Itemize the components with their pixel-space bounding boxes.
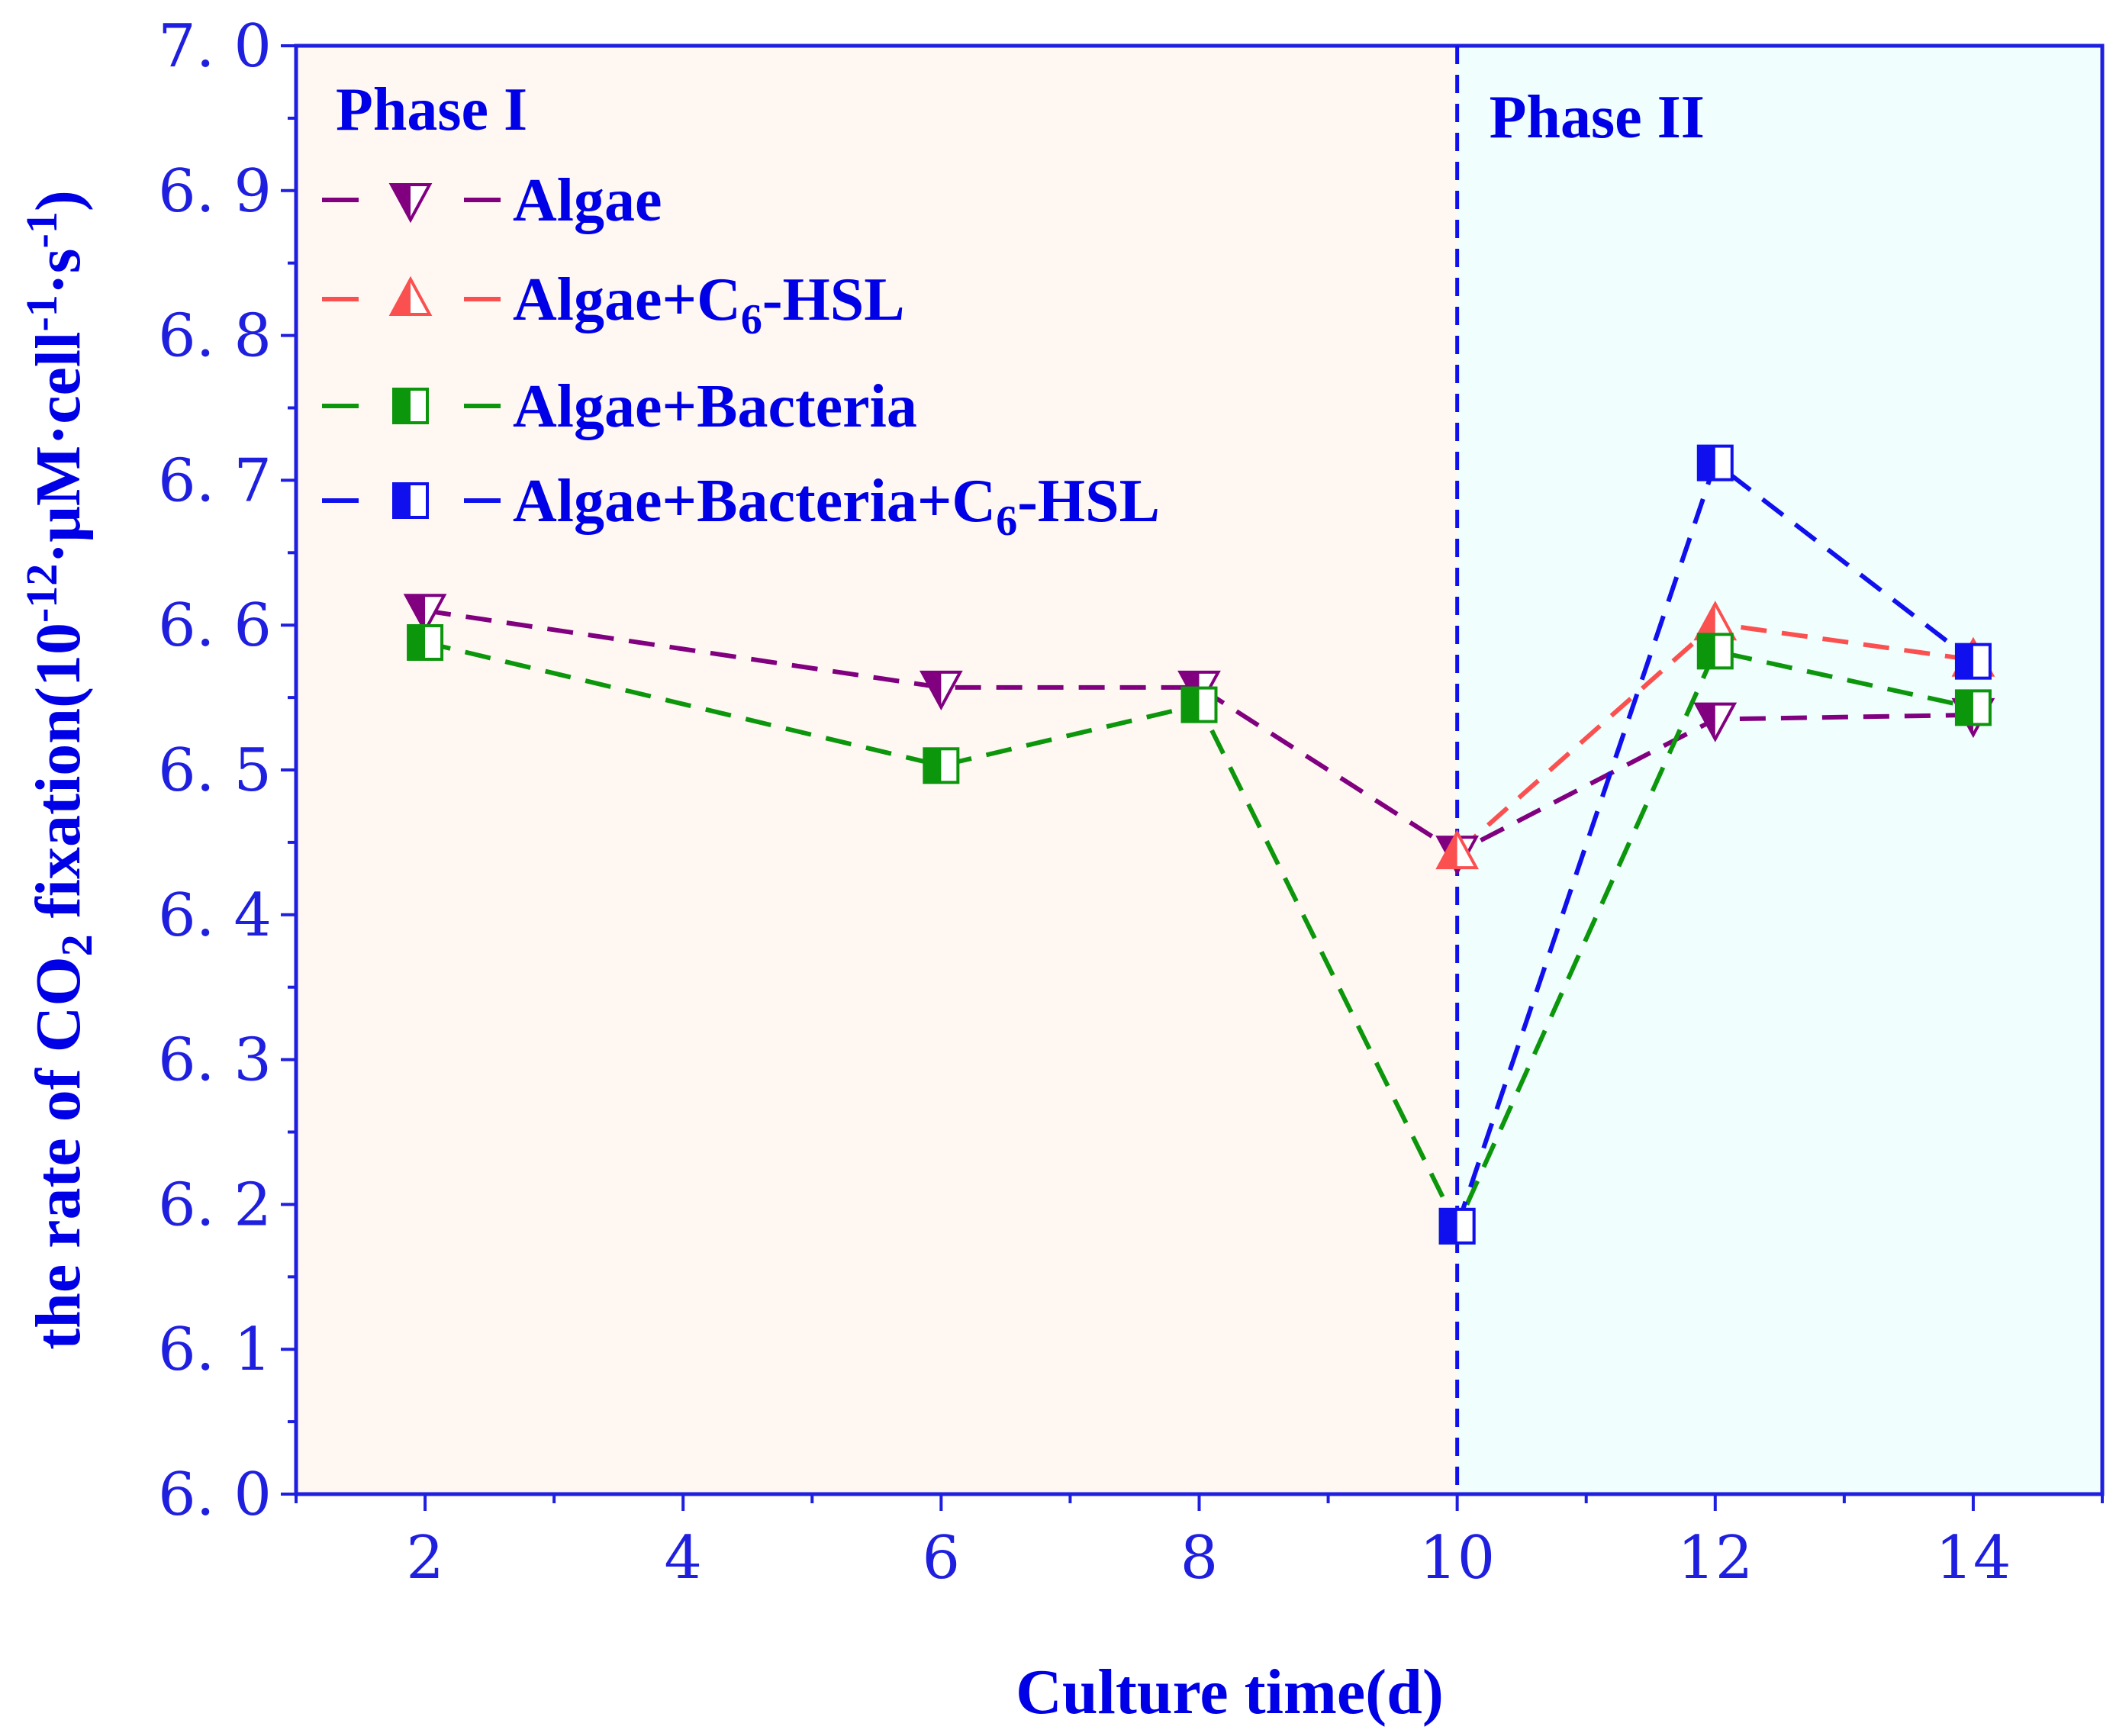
legend-marker <box>388 275 433 316</box>
y-tick-label: 6. 6 <box>158 591 272 660</box>
legend-label-subscript: 6 <box>741 296 762 343</box>
series-line-algae-bacteria <box>424 640 1974 1232</box>
legend-label-algae-bacteria-c6-hsl: Algae+Bacteria+C6-HSL <box>513 468 1160 545</box>
x-axis-title: Culture time(d) <box>1016 1657 1444 1728</box>
y-tick-label: 6. 8 <box>158 302 272 371</box>
marker-half-fill <box>1956 644 1973 678</box>
marker-half-fill <box>406 595 426 631</box>
series-line-algae <box>424 608 1973 855</box>
legend-label-algae: Algae <box>513 167 662 234</box>
data-point-algae-bacteria-c6-hsl <box>1954 643 1992 680</box>
phase-label-phase-ii: Phase II <box>1490 84 1705 151</box>
legend-symbol-algae-c6-hsl <box>322 275 501 316</box>
data-point-algae-bacteria <box>407 623 444 661</box>
data-point-algae <box>1693 702 1738 742</box>
phase-label-phase-i: Phase I <box>336 76 527 143</box>
y-tick-label: 6. 5 <box>158 736 272 805</box>
y-title-superscript: -12 <box>17 564 66 623</box>
legend-label-subscript: 6 <box>996 498 1017 545</box>
y-tick-label: 6. 0 <box>158 1461 272 1529</box>
y-tick-label: 6. 4 <box>158 881 272 950</box>
legend-symbol-algae-bacteria <box>322 388 501 424</box>
data-point-algae-bacteria-c6-hsl <box>1696 444 1734 482</box>
series-markers <box>403 444 1995 1245</box>
marker-half-fill <box>1696 704 1715 739</box>
marker-half-fill <box>922 672 942 707</box>
y-title-subscript: 2 <box>52 934 101 956</box>
legend-label-rest: -HSL <box>762 266 905 333</box>
data-point-algae-bacteria <box>1180 686 1218 723</box>
legend-label-main: Algae <box>513 167 662 234</box>
marker-half-fill <box>1698 634 1715 668</box>
x-tick-label: 6 <box>923 1524 961 1593</box>
data-point-algae-bacteria-c6-hsl <box>1438 1207 1476 1245</box>
y-tick-label: 7. 0 <box>158 12 272 81</box>
marker-half-fill <box>394 484 411 517</box>
y-tick-label: 6. 7 <box>158 446 272 515</box>
y-title-part: ·μM·cell <box>23 332 94 564</box>
legend-marker <box>392 388 429 424</box>
phase-backgrounds <box>296 46 2102 1494</box>
marker-half-fill <box>1182 688 1200 722</box>
legend-label-main: Algae+Bacteria <box>513 373 917 440</box>
y-title-part: the rate of CO <box>23 956 94 1349</box>
x-tick-label: 8 <box>1180 1524 1219 1593</box>
y-title-part: ) <box>23 190 94 211</box>
y-tick-label: 6. 9 <box>158 157 272 226</box>
legend-label-rest: -HSL <box>1017 468 1160 535</box>
data-point-algae-c6-hsl <box>1435 829 1480 870</box>
y-title-part: ·s <box>23 248 94 295</box>
legend-label-main: Algae+Bacteria+C <box>513 468 996 535</box>
legend-label-algae-bacteria: Algae+Bacteria <box>513 373 917 440</box>
data-point-algae-bacteria <box>1696 633 1734 670</box>
marker-half-fill <box>391 279 411 314</box>
y-tick-label: 6. 1 <box>158 1316 272 1384</box>
data-point-algae-bacteria <box>1954 689 1992 726</box>
marker-half-fill <box>1438 833 1457 868</box>
y-tick-label: 6. 2 <box>158 1171 272 1239</box>
marker-half-fill <box>1440 1209 1457 1243</box>
marker-half-fill <box>1696 604 1715 639</box>
x-tick-label: 2 <box>406 1524 444 1593</box>
marker-half-fill <box>1698 446 1715 480</box>
x-tick-label: 14 <box>1935 1524 2011 1593</box>
legend-label-algae-c6-hsl: Algae+C6-HSL <box>513 266 905 343</box>
y-tick-label: 6. 3 <box>158 1026 272 1095</box>
phase-background-phase-ii <box>1457 46 2102 1494</box>
legend: Algae Algae+C6-HSL Algae+Bacteria Algae+… <box>322 167 1160 545</box>
marker-half-fill <box>924 749 942 783</box>
marker-half-fill <box>408 625 426 659</box>
legend-symbol-algae <box>322 183 501 224</box>
data-point-algae-bacteria <box>923 747 960 784</box>
y-title-superscript: -1 <box>17 211 66 248</box>
x-tick-label: 10 <box>1419 1524 1495 1593</box>
y-title-part: fixation(10 <box>23 623 94 934</box>
y-axis-title: the rate of CO2 fixation(10-12·μM·cell-1… <box>17 190 101 1350</box>
legend-marker <box>392 482 429 519</box>
legend-symbol-algae-bacteria-c6-hsl <box>322 482 501 519</box>
phase-background-phase-i <box>296 46 1457 1494</box>
axes: 6. 0 6. 1 6. 2 6. 3 6. 4 6. 5 6. 6 6. 7 6. 8 6. 9… <box>158 12 2105 1593</box>
legend-marker <box>388 183 433 224</box>
data-point-algae <box>403 594 447 634</box>
marker-half-fill <box>391 185 411 220</box>
x-tick-label: 12 <box>1677 1524 1753 1593</box>
x-tick-label: 4 <box>664 1524 702 1593</box>
marker-half-fill <box>394 389 411 423</box>
legend-label-main: Algae+C <box>513 266 741 333</box>
y-title-superscript: -1 <box>17 295 66 331</box>
marker-half-fill <box>1956 691 1973 725</box>
data-point-algae <box>919 670 963 711</box>
